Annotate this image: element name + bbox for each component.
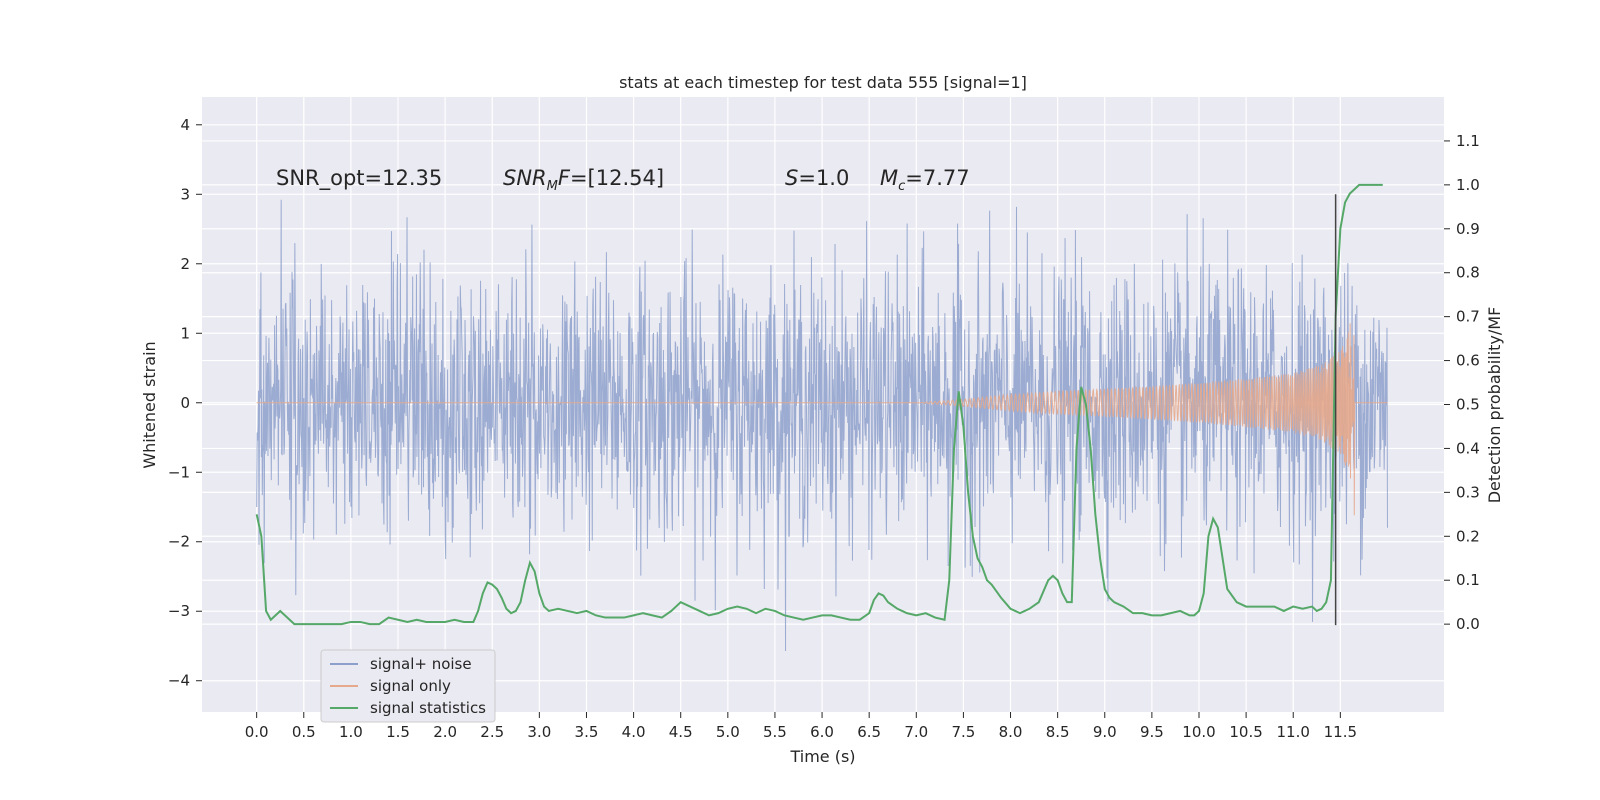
legend-box <box>320 649 496 723</box>
y-right-axis-label: Detection probability/MF <box>1485 307 1504 504</box>
x-tick-label: 1.0 <box>339 723 363 741</box>
y-right-tick-label: 0.9 <box>1456 220 1480 238</box>
x-tick-label: 7.0 <box>904 723 928 741</box>
y-right-tick-label: 0.3 <box>1456 483 1480 501</box>
x-tick-label: 0.0 <box>245 723 269 741</box>
annotation-s: S=1.0 <box>785 166 849 190</box>
y-left-tick-label: −4 <box>168 672 190 690</box>
y-left-axis-ticks: −4 −3 −2 −1 0 1 2 3 4 <box>168 116 202 690</box>
x-tick-label: 3.0 <box>527 723 551 741</box>
x-tick-label: 6.0 <box>810 723 834 741</box>
y-left-tick-label: −1 <box>168 463 190 481</box>
y-left-tick-label: −3 <box>168 602 190 620</box>
x-tick-label: 7.5 <box>951 723 975 741</box>
y-right-tick-label: 0.4 <box>1456 439 1480 457</box>
x-axis-ticks: 0.0 0.5 1.0 1.5 2.0 2.5 3.0 3.5 4.0 4.5 5.0 5.5 6.0 6… <box>245 712 1357 741</box>
y-right-tick-label: 0.1 <box>1456 571 1480 589</box>
x-tick-label: 6.5 <box>857 723 881 741</box>
legend-label-signal-statistics: signal statistics <box>370 699 486 717</box>
annotation-s-rest: =1.0 <box>798 166 849 190</box>
annotation-s-main: S <box>785 166 798 190</box>
annotations: SNR_opt=12.35 SNRMF=[12.54] S=1.0 Mc=7.7… <box>276 166 970 194</box>
x-tick-label: 11.5 <box>1324 723 1357 741</box>
y-left-tick-label: 2 <box>180 255 190 273</box>
signal-statistics-line <box>255 183 1383 626</box>
signal-only-series <box>256 323 1388 516</box>
x-tick-label: 8.0 <box>999 723 1023 741</box>
x-tick-label: 2.5 <box>480 723 504 741</box>
annotation-snr-mf-rest-f: F <box>558 166 571 190</box>
y-right-axis-ticks: 0.0 0.1 0.2 0.3 0.4 0.5 0.6 0.7 0.8 0.9 1.0 1.1 <box>1444 132 1480 633</box>
annotation-mc: Mc=7.77 <box>880 166 970 194</box>
y-right-tick-label: 1.1 <box>1456 132 1480 150</box>
annotation-snr-opt: SNR_opt=12.35 <box>276 166 442 191</box>
legend: signal+ noise signal only signal statist… <box>320 649 496 723</box>
annotation-mc-sub: c <box>898 179 905 194</box>
y-left-tick-label: 0 <box>180 394 190 412</box>
y-left-tick-label: 1 <box>180 324 190 342</box>
annotation-mc-rest: =7.77 <box>905 166 969 190</box>
x-tick-label: 5.0 <box>716 723 740 741</box>
x-tick-label: 3.5 <box>575 723 599 741</box>
x-tick-label: 9.5 <box>1140 723 1164 741</box>
annotation-snr-mf-rest: =[12.54] <box>570 166 664 190</box>
x-tick-label: 11.0 <box>1277 723 1310 741</box>
x-tick-label: 8.5 <box>1046 723 1070 741</box>
y-right-tick-label: 0.2 <box>1456 527 1480 545</box>
legend-label-signal-noise: signal+ noise <box>370 655 472 673</box>
x-tick-label: 4.5 <box>669 723 693 741</box>
y-right-tick-label: 0.6 <box>1456 352 1480 370</box>
x-tick-label: 10.5 <box>1229 723 1262 741</box>
x-tick-label: 2.0 <box>433 723 457 741</box>
y-right-tick-label: 0.0 <box>1456 615 1480 633</box>
y-left-axis-label: Whitened strain <box>140 341 159 468</box>
chart-title: stats at each timestep for test data 555… <box>619 73 1027 92</box>
signal-only-line <box>256 323 1388 516</box>
y-right-tick-label: 0.5 <box>1456 396 1480 414</box>
y-right-tick-label: 0.8 <box>1456 264 1480 282</box>
x-tick-label: 10.0 <box>1182 723 1215 741</box>
signal-statistics-series <box>255 183 1383 626</box>
x-tick-label: 9.0 <box>1093 723 1117 741</box>
annotation-snr-mf-main: SNR <box>503 166 547 190</box>
y-left-tick-label: −2 <box>168 533 190 551</box>
annotation-mc-main: M <box>880 166 898 190</box>
annotation-snr-mf-sub: M <box>547 179 558 194</box>
x-tick-label: 0.5 <box>292 723 316 741</box>
x-tick-label: 1.5 <box>386 723 410 741</box>
legend-label-signal-only: signal only <box>370 677 451 695</box>
x-tick-label: 4.0 <box>622 723 646 741</box>
y-left-tick-label: 3 <box>180 185 190 203</box>
x-axis-label: Time (s) <box>789 747 855 766</box>
y-right-tick-label: 0.7 <box>1456 308 1480 326</box>
y-right-tick-label: 1.0 <box>1456 176 1480 194</box>
y-left-tick-label: 4 <box>180 116 190 134</box>
annotation-snr-mf: SNRMF=[12.54] <box>503 166 664 194</box>
x-tick-label: 5.5 <box>763 723 787 741</box>
